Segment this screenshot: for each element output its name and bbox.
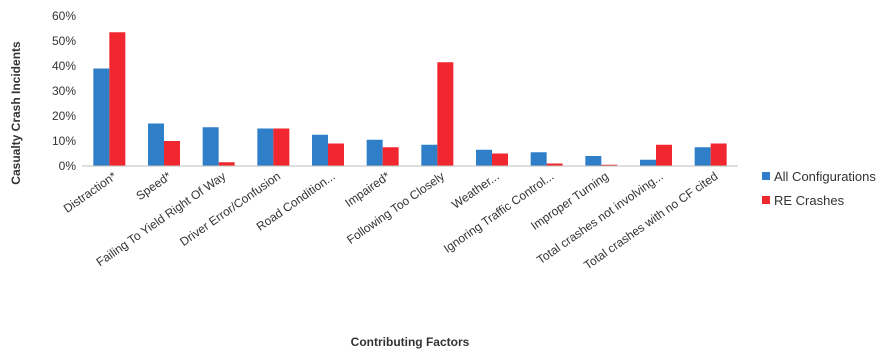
legend-label: RE Crashes bbox=[774, 193, 845, 208]
y-axis-title: Casualty Crash Incidents bbox=[9, 41, 23, 185]
legend: All Configurations RE Crashes bbox=[762, 169, 876, 208]
bar-all-configurations bbox=[421, 144, 438, 166]
bar-all-configurations bbox=[366, 139, 383, 166]
bar-re-crashes bbox=[492, 153, 508, 166]
y-axis-ticks: 0% 10% 20% 30% 40% 50% 60% bbox=[52, 9, 76, 173]
y-tick-label: 60% bbox=[52, 9, 76, 23]
y-tick-label: 0% bbox=[59, 159, 77, 173]
bar-all-configurations bbox=[202, 127, 219, 166]
x-axis-title: Contributing Factors bbox=[351, 335, 470, 349]
x-tick-label: Impaired* bbox=[342, 169, 392, 210]
legend-swatch bbox=[762, 196, 770, 204]
bar-re-crashes bbox=[382, 147, 399, 166]
bar-re-crashes bbox=[437, 62, 454, 166]
x-tick-label: Following Too Closely bbox=[344, 169, 447, 247]
bar-re-crashes bbox=[109, 32, 126, 166]
legend-swatch bbox=[762, 172, 770, 180]
bar-all-configurations bbox=[148, 123, 164, 166]
x-axis-labels: Distraction* Speed*Failing To Yield Right… bbox=[61, 169, 721, 272]
bar-re-crashes bbox=[328, 143, 344, 166]
y-tick-label: 30% bbox=[52, 84, 76, 98]
y-tick-label: 20% bbox=[52, 109, 76, 123]
x-tick-label: Weather... bbox=[449, 169, 502, 212]
bar-re-crashes bbox=[601, 164, 618, 166]
y-tick-label: 10% bbox=[52, 134, 76, 148]
bar-all-configurations bbox=[585, 156, 602, 166]
bar-all-configurations bbox=[530, 152, 547, 166]
bars bbox=[93, 32, 727, 166]
bar-re-crashes bbox=[218, 162, 235, 166]
bar-all-configurations bbox=[257, 128, 274, 166]
bar-all-configurations bbox=[476, 149, 492, 166]
bar-all-configurations bbox=[93, 68, 110, 166]
bar-all-configurations bbox=[694, 147, 711, 166]
bar-re-crashes bbox=[273, 128, 290, 166]
bar-all-configurations bbox=[312, 134, 328, 166]
bar-all-configurations bbox=[640, 159, 656, 166]
y-tick-label: 40% bbox=[52, 59, 76, 73]
x-tick-label: Speed* bbox=[133, 169, 174, 203]
y-tick-label: 50% bbox=[52, 34, 76, 48]
x-tick-label: Distraction* bbox=[61, 169, 120, 216]
legend-label: All Configurations bbox=[774, 169, 876, 184]
bar-re-crashes bbox=[164, 141, 180, 166]
bar-re-crashes bbox=[656, 144, 672, 166]
bar-re-crashes bbox=[710, 143, 727, 166]
bar-re-crashes bbox=[546, 163, 563, 166]
x-tick-label: Driver Error/Confusion bbox=[177, 169, 283, 249]
